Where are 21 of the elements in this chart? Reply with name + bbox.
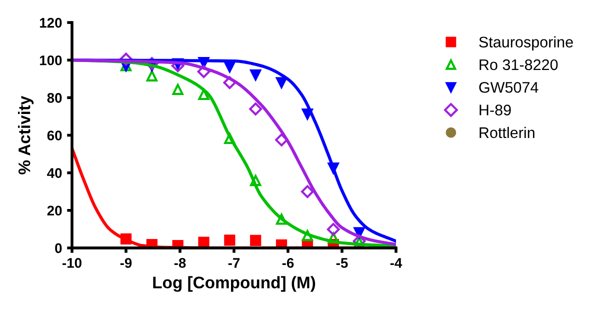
y-tick-label: 20	[47, 206, 62, 216]
y-tick-label: 80	[47, 93, 62, 103]
legend-label: Ro 31-8220	[480, 59, 558, 70]
x-tick-label: -4	[390, 258, 402, 268]
y-tick-label: 40	[47, 168, 62, 178]
legend-label: Staurosporine	[479, 36, 573, 51]
legend-label: GW5074	[479, 82, 538, 93]
y-tick-label: 60	[47, 130, 62, 140]
x-tick-label: -10	[62, 258, 82, 268]
y-tick-label: 0	[55, 243, 62, 254]
x-tick-label: -5	[336, 258, 348, 268]
x-tick-label: -7	[228, 258, 240, 268]
legend-label: H-89	[480, 104, 511, 116]
legend-label: Rottlerin	[480, 126, 534, 138]
y-tick-label: 120	[40, 18, 62, 28]
x-axis-title: Log [Compound] (M)	[153, 276, 316, 292]
x-tick-label: -6	[282, 258, 294, 268]
y-tick-label: 100	[40, 55, 62, 66]
y-axis-title: % Activity	[18, 96, 34, 174]
x-tick-label: -8	[174, 258, 186, 268]
x-tick-label: -9	[120, 258, 132, 268]
